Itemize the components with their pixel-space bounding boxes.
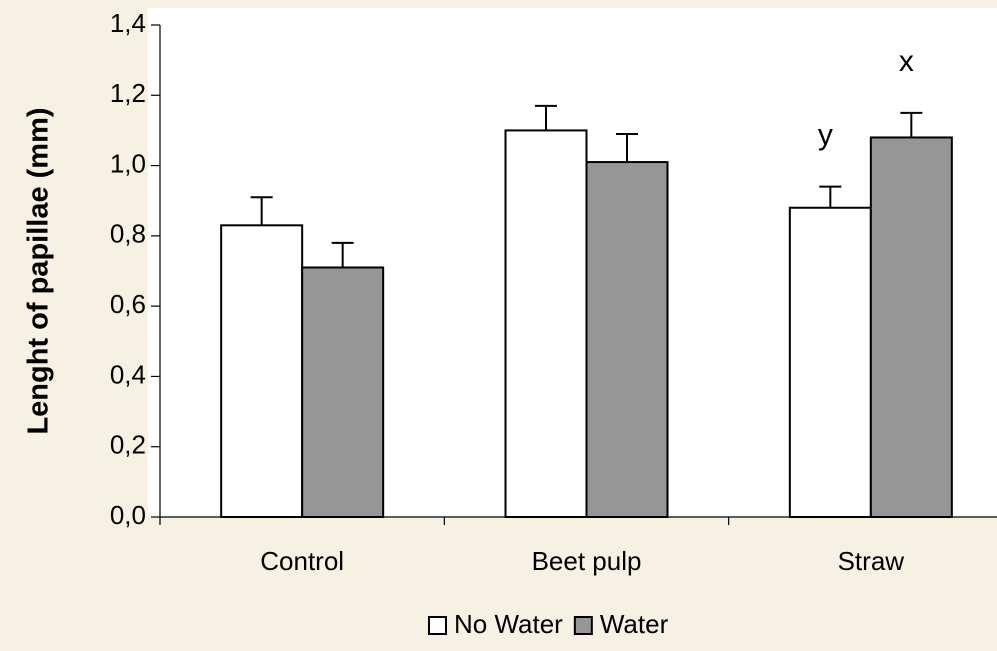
bar xyxy=(788,206,872,518)
y-tick-label: 0,6 xyxy=(110,289,146,319)
y-tick-label: 0,0 xyxy=(110,500,146,530)
y-tick-label: 0,8 xyxy=(110,219,146,249)
x-tick-label: Beet pulp xyxy=(532,546,642,576)
y-tick-label: 1,0 xyxy=(110,148,146,178)
bar xyxy=(220,224,304,518)
y-tick-label: 0,2 xyxy=(110,430,146,460)
x-tick-label: Straw xyxy=(838,546,905,576)
y-tick-label: 1,4 xyxy=(110,8,146,38)
y-axis-label: Lenght of papillae (mm) xyxy=(23,107,55,434)
legend-label: No Water xyxy=(454,609,563,639)
legend-label: Water xyxy=(600,609,669,639)
annotation: x xyxy=(899,45,914,78)
legend-swatch xyxy=(428,616,447,635)
bar xyxy=(504,129,588,519)
bar xyxy=(585,161,669,519)
bar xyxy=(869,136,953,518)
legend-swatch xyxy=(573,616,593,635)
x-tick-label: Control xyxy=(260,546,344,576)
annotation: y xyxy=(818,119,833,152)
bar xyxy=(301,266,385,518)
y-tick-label: 1,2 xyxy=(110,78,146,108)
y-tick-label: 0,4 xyxy=(110,359,146,389)
